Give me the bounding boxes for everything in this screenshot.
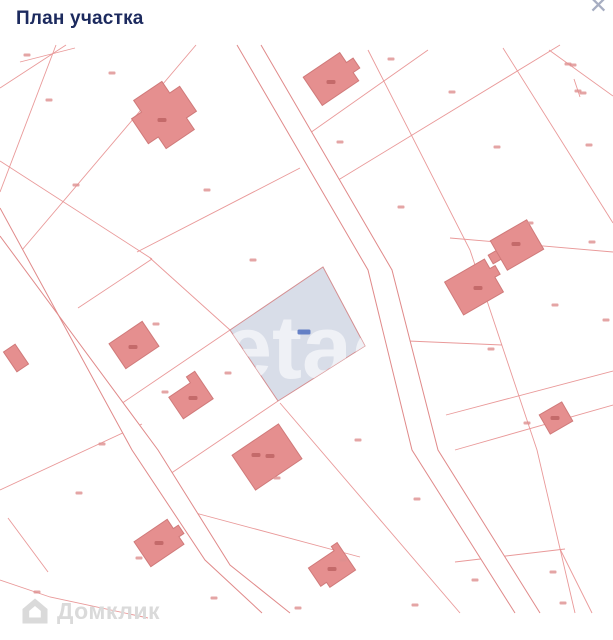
parcel-number-mark xyxy=(23,53,31,57)
parcel-line xyxy=(367,49,576,614)
parcel-number-mark xyxy=(585,143,593,147)
parcel-number-mark xyxy=(72,183,80,187)
parcel-line xyxy=(136,167,301,253)
building-bottom-small-shape xyxy=(307,541,357,589)
parcel-number-mark xyxy=(210,596,218,600)
parcel-number-mark xyxy=(135,556,143,560)
parcel-line xyxy=(573,78,581,98)
road-main-surface xyxy=(237,45,540,613)
parcel-line xyxy=(0,44,67,89)
parcel-number-mark xyxy=(33,590,41,594)
building-number-mark xyxy=(154,541,164,545)
page-title: План участка xyxy=(16,8,144,29)
parcel-number-mark xyxy=(224,371,232,375)
parcel-number-mark xyxy=(45,98,53,102)
parcel-number-mark xyxy=(551,303,559,307)
parcel-number-mark xyxy=(249,258,257,262)
building-top-center xyxy=(302,51,361,107)
close-button[interactable]: ✕ xyxy=(587,0,610,20)
parcel-number-mark xyxy=(493,145,501,149)
parcel-line xyxy=(187,510,361,558)
building-number-mark xyxy=(188,396,198,400)
parcel-line xyxy=(0,423,143,491)
parcel-number-mark xyxy=(569,63,577,67)
parcel-line xyxy=(309,49,429,134)
parcel-number-mark xyxy=(397,205,405,209)
building-top-left xyxy=(130,80,198,150)
parcel-line xyxy=(0,579,149,619)
building-number-mark xyxy=(473,286,483,290)
parcel-line xyxy=(559,548,593,614)
parcel-line xyxy=(454,548,566,563)
parcel-number-mark xyxy=(574,89,582,93)
building-number-mark xyxy=(251,453,261,457)
panel-header: План участка xyxy=(16,8,144,30)
parcel-number-mark xyxy=(526,221,534,225)
building-number-mark xyxy=(550,416,560,420)
plot-number-mark xyxy=(297,329,311,335)
building-top-center-shape xyxy=(302,51,361,107)
parcel-number-mark xyxy=(294,606,302,610)
parcel-line xyxy=(502,47,613,224)
road-west-edge xyxy=(0,235,291,614)
parcel-number-mark xyxy=(339,558,347,562)
parcel-line xyxy=(334,44,561,183)
parcel-number-mark xyxy=(588,240,596,244)
parcel-number-mark xyxy=(75,491,83,495)
parcel-number-mark xyxy=(471,578,479,582)
parcel-line xyxy=(0,160,153,260)
parcel-line xyxy=(7,517,49,573)
parcel-line xyxy=(445,370,613,416)
building-top-left-shape xyxy=(130,80,198,150)
parcel-line xyxy=(19,47,76,63)
parcel-line xyxy=(149,257,231,331)
parcel-number-mark xyxy=(602,318,610,322)
building-left-middle-2 xyxy=(168,370,214,420)
parcel-line xyxy=(0,44,57,193)
road-west-edge xyxy=(0,207,263,614)
highlighted-plot xyxy=(229,266,366,402)
parcel-line xyxy=(548,49,613,97)
parcel-number-mark xyxy=(559,601,567,605)
building-number-mark xyxy=(511,242,521,246)
parcel-line xyxy=(407,340,503,346)
parcel-number-mark xyxy=(108,71,116,75)
parcel-number-mark xyxy=(152,322,160,326)
parcel-line xyxy=(454,404,613,451)
building-bottom-small xyxy=(307,541,357,589)
road-main-edge xyxy=(236,44,516,614)
parcel-number-mark xyxy=(354,438,362,442)
parcel-line xyxy=(279,402,461,614)
parcel-line xyxy=(21,44,197,251)
parcel-number-mark xyxy=(487,347,495,351)
parcel-number-mark xyxy=(273,476,281,480)
parcel-number-mark xyxy=(161,390,169,394)
parcel-number-mark xyxy=(523,421,531,425)
building-right-lower-shape xyxy=(443,258,505,316)
building-number-mark xyxy=(157,118,167,122)
parcel-number-mark xyxy=(203,188,211,192)
parcel-number-mark xyxy=(336,140,344,144)
building-number-mark xyxy=(326,80,336,84)
parcel-number-mark xyxy=(549,570,557,574)
parcel-number-mark xyxy=(448,90,456,94)
parcel-number-mark xyxy=(98,442,106,446)
parcel-number-mark xyxy=(411,603,419,607)
parcel-line xyxy=(169,400,279,475)
building-left-edge-shape xyxy=(2,343,30,373)
building-number-mark xyxy=(128,345,138,349)
parcel-number-mark xyxy=(579,91,587,95)
building-left-middle-2-shape xyxy=(168,370,214,420)
road-main-edge xyxy=(260,44,541,614)
building-number-mark xyxy=(327,567,337,571)
parcel-number-mark xyxy=(413,497,421,501)
parcel-line xyxy=(117,329,231,407)
building-left-edge xyxy=(2,343,30,373)
parcel-number-mark xyxy=(387,57,395,61)
building-right-lower xyxy=(443,258,505,316)
building-number-mark xyxy=(265,454,275,458)
parcel-line xyxy=(77,258,153,309)
